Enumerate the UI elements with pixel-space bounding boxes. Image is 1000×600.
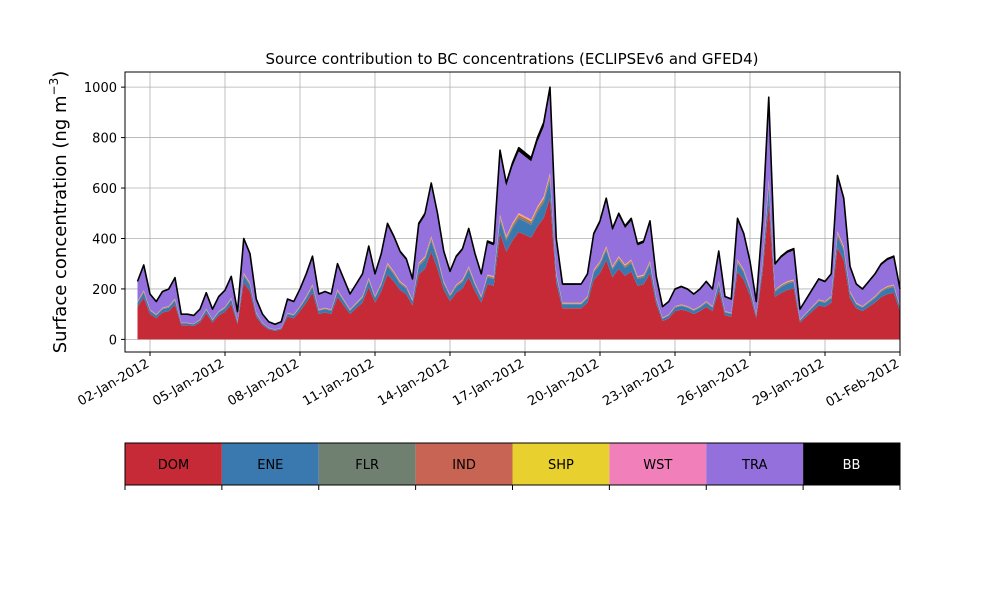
y-axis-label-close: ) bbox=[50, 71, 71, 78]
total-line bbox=[136, 86, 901, 326]
x-tick-label: 02-Jan-2012 bbox=[75, 356, 152, 409]
area-dom bbox=[137, 198, 900, 340]
y-tick-label: 0 bbox=[109, 333, 117, 348]
x-tick-label: 14-Jan-2012 bbox=[375, 356, 452, 409]
chart-title: Source contribution to BC concentrations… bbox=[265, 50, 758, 68]
x-tick-label: 26-Jan-2012 bbox=[675, 356, 752, 409]
legend-label-wst: WST bbox=[643, 458, 672, 473]
x-tick-label: 11-Jan-2012 bbox=[300, 356, 377, 409]
legend-label-bb: BB bbox=[843, 458, 861, 473]
legend-label-tra: TRA bbox=[741, 458, 767, 473]
legend-swatch-bb bbox=[803, 443, 900, 485]
x-tick-label: 20-Jan-2012 bbox=[525, 356, 602, 409]
x-tick-label: 08-Jan-2012 bbox=[225, 356, 302, 409]
area-tra bbox=[137, 92, 900, 330]
y-tick-label: 800 bbox=[92, 132, 117, 147]
legend-swatch-shp bbox=[512, 443, 610, 485]
y-tick-label: 600 bbox=[92, 182, 117, 197]
x-tick-label: 05-Jan-2012 bbox=[150, 356, 227, 409]
legend-label-flr: FLR bbox=[355, 458, 379, 473]
y-axis-label-superscript: −3 bbox=[47, 78, 61, 96]
x-tick-label: 17-Jan-2012 bbox=[450, 356, 527, 409]
y-tick-label: 200 bbox=[92, 283, 117, 298]
legend-swatch-ene bbox=[221, 443, 319, 485]
y-axis-label-main: Surface concentration (ng m bbox=[50, 95, 71, 353]
x-tick-label: 01-Feb-2012 bbox=[823, 356, 902, 410]
legend-swatch-wst bbox=[609, 443, 707, 485]
legend-label-ind: IND bbox=[452, 458, 476, 473]
legend-swatch-tra bbox=[706, 443, 804, 485]
legend-swatch-ind bbox=[415, 443, 513, 485]
legend-label-dom: DOM bbox=[158, 458, 189, 473]
plot-frame bbox=[124, 71, 901, 353]
legend-swatch-flr bbox=[318, 443, 416, 485]
legend-label-shp: SHP bbox=[548, 458, 574, 473]
legend-label-ene: ENE bbox=[257, 458, 283, 473]
plot-series bbox=[136, 86, 901, 340]
y-tick-label: 400 bbox=[92, 232, 117, 247]
x-tick-label: 29-Jan-2012 bbox=[750, 356, 827, 409]
y-axis-label: Surface concentration (ng m−3) bbox=[47, 71, 71, 354]
x-tick-label: 23-Jan-2012 bbox=[600, 356, 677, 409]
legend-swatch-dom bbox=[125, 443, 222, 485]
colorbar-legend: DOM ENE FLR IND SHP WST TRA BB bbox=[124, 442, 901, 490]
y-tick-label: 1000 bbox=[84, 81, 117, 96]
